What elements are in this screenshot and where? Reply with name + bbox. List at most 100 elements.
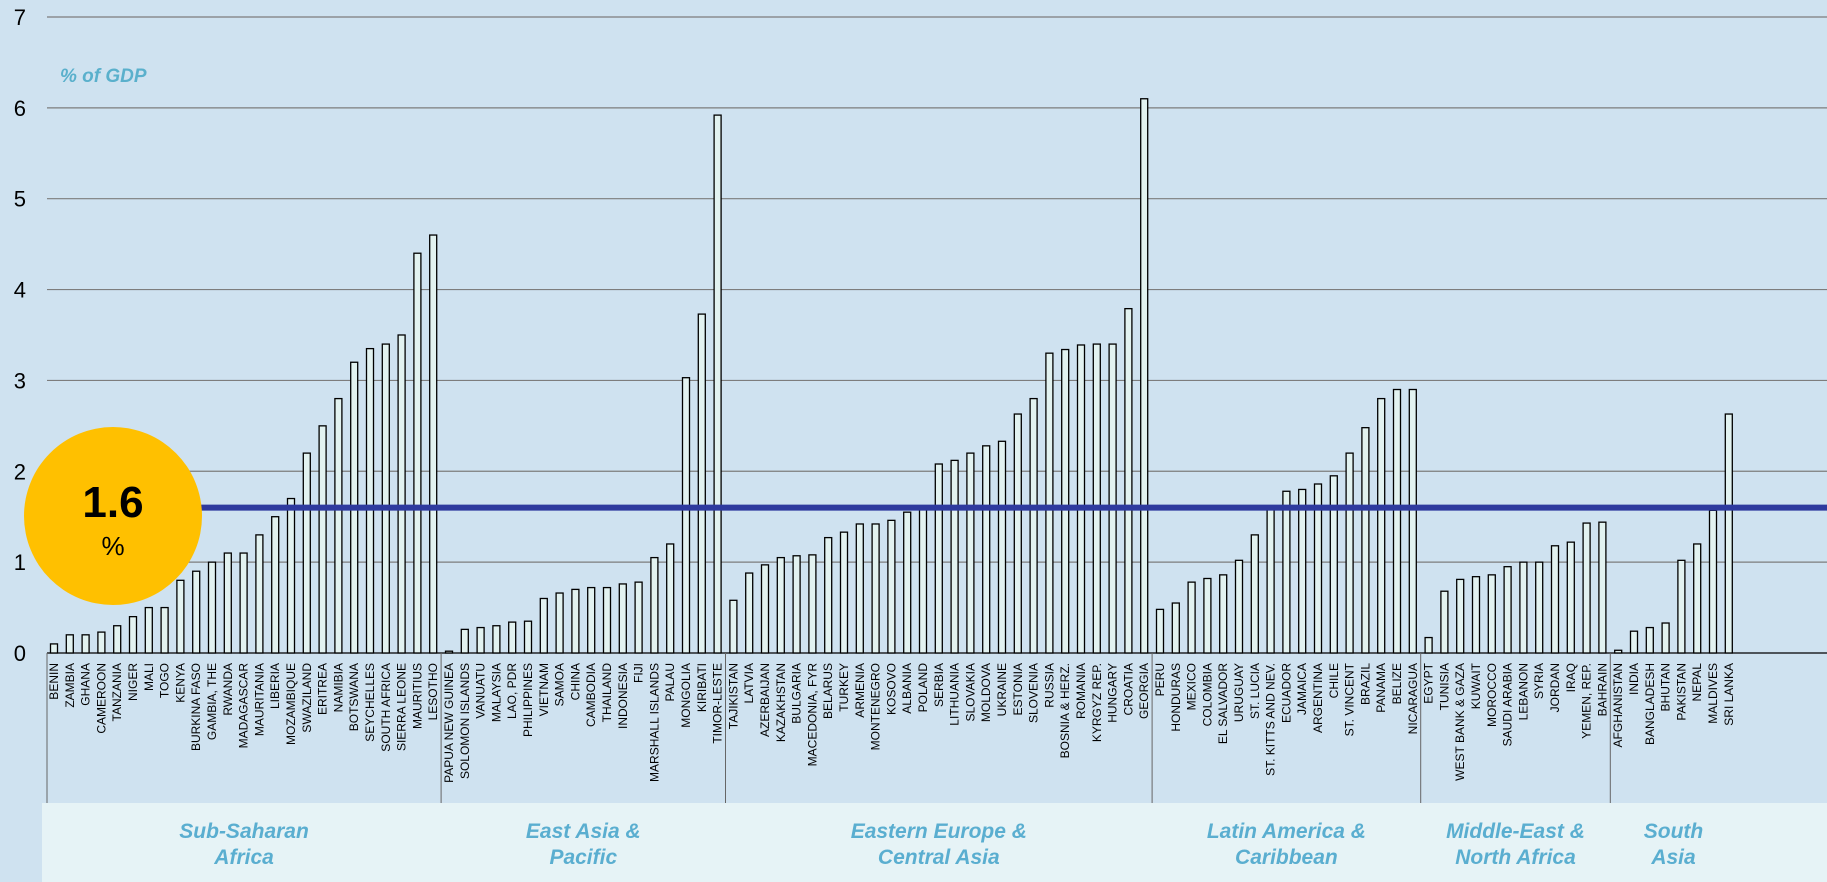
x-tick-label: AFGHANISTAN [1611, 663, 1625, 747]
bar [1045, 352, 1054, 654]
x-tick-label: NEPAL [1690, 663, 1704, 702]
bar [1029, 397, 1038, 654]
x-tick-label: MONGOLIA [679, 663, 693, 728]
x-tick-label: BELARUS [821, 663, 835, 719]
region-label: Middle-East & [1446, 820, 1585, 843]
bar [1108, 343, 1117, 654]
bar [934, 463, 943, 654]
bar [429, 234, 438, 654]
y-tick-label: 2 [14, 459, 26, 484]
bar [602, 586, 612, 654]
x-tick-label: TANZANIA [110, 663, 124, 721]
x-tick-label: THAILAND [600, 663, 614, 723]
x-tick-label: TIMOR-LESTE [711, 663, 725, 744]
x-tick-label: BELIZE [1390, 663, 1404, 704]
x-tick-label: MEXICO [1185, 663, 1199, 710]
x-tick-label: GEORGIA [1137, 663, 1151, 719]
x-tick-label: MADAGASCAR [237, 663, 251, 749]
bar [1408, 388, 1417, 654]
x-tick-label: SYRIA [1532, 663, 1546, 699]
bar [1361, 427, 1370, 654]
bar [239, 552, 248, 654]
bar [318, 425, 327, 654]
region-label: Central Asia [878, 846, 1000, 869]
x-tick-label: WEST BANK & GAZA [1453, 663, 1467, 781]
x-tick-label: RWANDA [221, 663, 235, 716]
x-tick-label: KENYA [173, 663, 187, 703]
x-tick-label: GHANA [79, 663, 93, 706]
bar [128, 616, 138, 654]
region-label: East Asia & [526, 820, 641, 843]
bar [1076, 344, 1086, 654]
bar [113, 625, 122, 654]
bar [1124, 307, 1133, 654]
bar [760, 564, 770, 654]
bar [1392, 388, 1402, 654]
x-tick-label: AZERBAIJAN [758, 663, 772, 737]
x-tick-label: SOUTH AFRICA [379, 663, 393, 752]
bar [397, 334, 406, 654]
bar [334, 397, 343, 654]
bar [697, 313, 706, 654]
x-tick-label: TAJIKISTAN [726, 663, 740, 729]
region-label: Africa [213, 846, 274, 869]
x-tick-label: INDIA [1627, 663, 1641, 695]
x-tick-label: NIGER [126, 663, 140, 701]
x-tick-label: BOTSWANA [347, 663, 361, 731]
x-tick-label: KYRGYZ REP. [1090, 663, 1104, 742]
region-label: Asia [1650, 846, 1696, 869]
average-badge-unit: % [101, 531, 124, 561]
bar [1519, 561, 1528, 654]
x-tick-label: MOLDOVA [979, 663, 993, 722]
bar [1061, 348, 1070, 654]
x-tick-label: JORDAN [1548, 663, 1562, 712]
bar [1140, 98, 1149, 654]
x-tick-label: BAHRAIN [1595, 663, 1609, 716]
bar [855, 523, 864, 654]
bar [1203, 577, 1212, 654]
average-badge [24, 427, 202, 605]
bar [207, 561, 217, 654]
x-tick-label: CHILE [1327, 663, 1341, 698]
bar [1313, 483, 1323, 654]
bar [1234, 559, 1244, 654]
bar [1250, 534, 1259, 654]
bar [966, 452, 975, 654]
bar [776, 556, 785, 654]
bar [1629, 630, 1639, 654]
x-tick-label: SRI LANKA [1722, 663, 1736, 726]
bar [918, 508, 928, 654]
x-tick-label: MALAYSIA [489, 663, 503, 722]
x-tick-label: LAO, PDR [505, 663, 519, 719]
x-tick-label: ST. LUCIA [1248, 663, 1262, 719]
x-tick-label: MAURITANIA [252, 663, 266, 736]
x-tick-label: CROATIA [1121, 663, 1135, 715]
region-label: Pacific [549, 846, 617, 869]
bar [192, 570, 201, 654]
y-tick-label: 0 [14, 641, 26, 666]
bar [729, 599, 738, 654]
x-tick-label: SERBIA [932, 663, 946, 707]
x-tick-label: LIBERIA [268, 663, 282, 709]
bar [444, 650, 454, 654]
x-tick-label: ST. VINCENT [1343, 662, 1357, 736]
bar [839, 531, 849, 654]
bar [1013, 413, 1022, 654]
x-tick-label: SEYCHELLES [363, 663, 377, 742]
y-tick-label: 5 [14, 187, 26, 212]
x-tick-label: BHUTAN [1659, 663, 1673, 711]
x-tick-label: PHILIPPINES [521, 663, 535, 737]
bar [1155, 608, 1165, 654]
bar [413, 252, 422, 654]
bar [587, 586, 596, 654]
x-tick-label: FIJI [632, 663, 646, 683]
x-tick-label: SAMOA [553, 663, 567, 706]
x-tick-label: MACEDONIA, FYR [805, 663, 819, 767]
bar [97, 631, 106, 654]
x-tick-label: ERITREA [316, 663, 330, 715]
region-label-panel [42, 803, 1827, 882]
y-tick-label: 1 [14, 550, 26, 575]
x-tick-label: ROMANIA [1074, 663, 1088, 719]
bar [1487, 574, 1496, 654]
